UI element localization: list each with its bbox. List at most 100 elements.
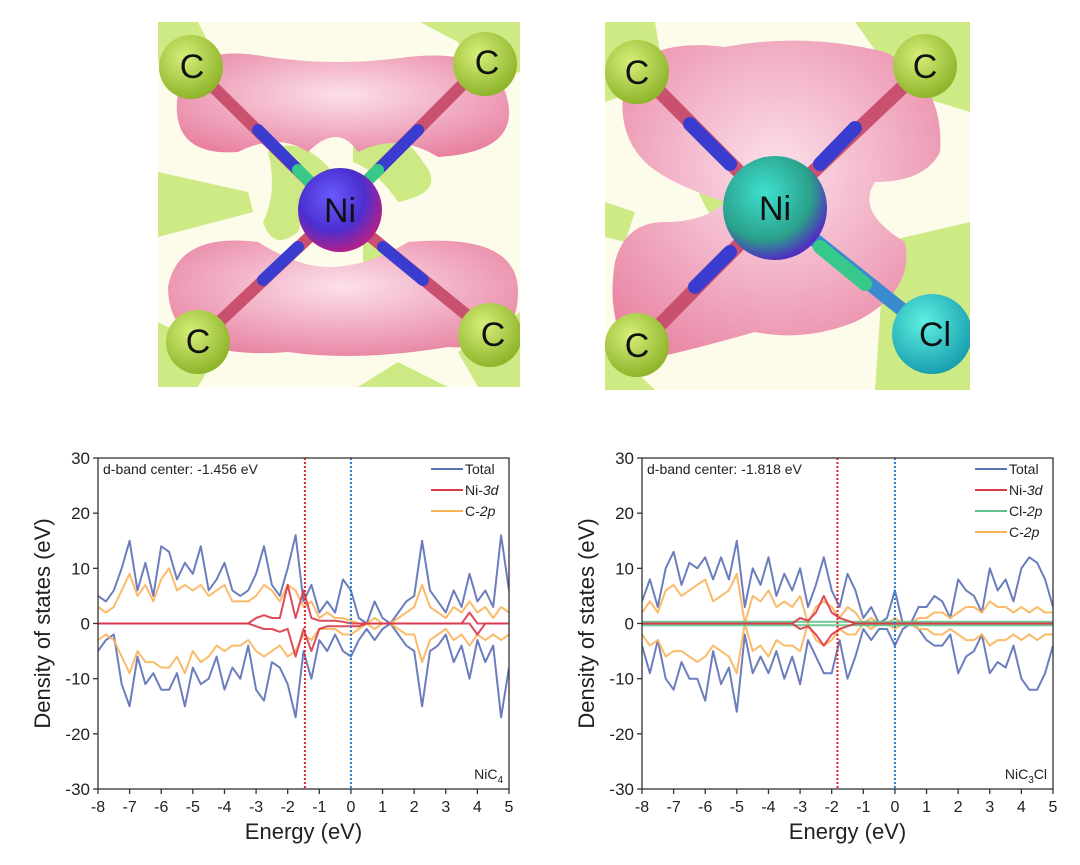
series-ni-3d-spin-down [98,622,509,658]
x-tick-label: -1 [856,799,870,816]
c-atom [159,35,223,99]
sample-subscript: 4 [497,775,503,786]
series-total-spin-up [98,534,509,625]
x-tick-label: -5 [186,799,200,816]
ni-atom [723,156,827,260]
legend-label-orbital: 3d [483,482,500,498]
legend-label-main: Total [1009,461,1039,477]
x-tick-label: -3 [793,799,807,816]
x-tick-label: 0 [890,799,899,816]
x-tick-label: 2 [954,799,963,816]
c-atom [605,313,669,377]
series-total-spin-down [642,622,1053,713]
y-tick-label: -30 [65,780,90,799]
x-tick-label: -3 [249,799,263,816]
y-tick-label: 30 [71,449,90,468]
y-tick-label: -10 [65,670,90,689]
series-total-spin-down [98,622,509,719]
sample-formula: NiC [1005,766,1028,782]
y-axis-title: Density of states (eV) [574,518,599,728]
atom-label: Ni [324,192,356,230]
legend-label-main: Ni- [1009,482,1027,498]
legend-label-orbital: 2p [479,503,496,519]
legend-label-main: C- [465,503,480,519]
series-c-2p-spin-up [642,572,1053,625]
y-tick-label: 10 [615,559,634,578]
pink-isosurface-bottom [168,240,518,356]
y-tick-label: -20 [609,725,634,744]
x-tick-label: -1 [312,799,326,816]
atom-label: C [186,323,211,361]
x-tick-label: -8 [91,799,105,816]
legend-label-total: Total [1009,461,1039,477]
series-c-2p-spin-down [642,622,1053,675]
sample-formula-tail: Cl [1034,766,1047,782]
x-tick-label: 5 [505,799,514,816]
atom-label: C [475,44,500,82]
sample-label: NiC3Cl [1005,766,1047,786]
x-tick-label: 4 [473,799,482,816]
x-tick-label: -4 [217,799,231,816]
series-group [98,534,509,719]
legend-label-main: Cl- [1009,503,1027,519]
atom-label: C [625,54,650,92]
x-axis-title: Energy (eV) [245,819,362,844]
series-total-spin-up [642,539,1053,625]
y-tick-label: 10 [71,559,90,578]
series-ni-3d-spin-down [642,622,1053,647]
y-axis-title: Density of states (eV) [30,518,55,728]
legend-label-cl-2p: Cl-2p [1009,503,1043,519]
series-ni-3d-spin-up [642,594,1053,625]
x-tick-label: -2 [825,799,839,816]
legend-label-main: C- [1009,524,1024,540]
atom-label: C [180,48,205,86]
sample-label: NiC4 [474,766,503,786]
x-tick-label: 3 [985,799,994,816]
x-tick-label: 4 [1017,799,1026,816]
y-tick-label: 20 [71,504,90,523]
legend-label-orbital: 2p [1023,524,1040,540]
sample-subscript: 3 [1028,775,1034,786]
x-tick-label: -4 [761,799,775,816]
x-tick-label: 1 [378,799,387,816]
x-tick-label: -6 [154,799,168,816]
series-c-2p-spin-up [98,567,509,625]
c-atom [893,34,957,98]
c-atom [605,40,669,104]
y-tick-label: -10 [609,670,634,689]
c-atom [166,310,230,374]
x-tick-label: -7 [666,799,680,816]
y-tick-label: 0 [81,615,90,634]
x-tick-label: 3 [441,799,450,816]
cl-atom [892,294,970,374]
atom-label: C [913,48,938,86]
series-ni-3d-spin-up [98,583,509,625]
series-c-2p-spin-down [98,622,509,675]
y-tick-label: 20 [615,504,634,523]
legend-label-orbital: 3d [1027,482,1044,498]
x-tick-label: -2 [281,799,295,816]
nic3cl-charge-density-image: C C C Ni Cl [605,22,970,390]
legend-label-orbital: 2p [1026,503,1043,519]
c-atom [458,303,520,367]
x-tick-label: 1 [922,799,931,816]
y-tick-label: -20 [65,725,90,744]
c-atom [453,32,517,96]
x-tick-label: 0 [346,799,355,816]
x-tick-label: -8 [635,799,649,816]
atom-label: Ni [759,190,791,228]
y-tick-label: 0 [625,615,634,634]
x-tick-label: -5 [730,799,744,816]
legend-label-ni-3d: Ni-3d [465,482,500,498]
atom-label: C [481,316,506,354]
d-band-center-annotation: d-band center: -1.818 eV [647,461,803,477]
atom-label: C [625,327,650,365]
d-band-center-annotation: d-band center: -1.456 eV [103,461,259,477]
x-tick-label: -6 [698,799,712,816]
y-tick-label: 30 [615,449,634,468]
x-tick-label: -7 [122,799,136,816]
sample-formula: NiC [474,766,497,782]
nic4-charge-density-image: C C C C Ni [158,22,520,387]
